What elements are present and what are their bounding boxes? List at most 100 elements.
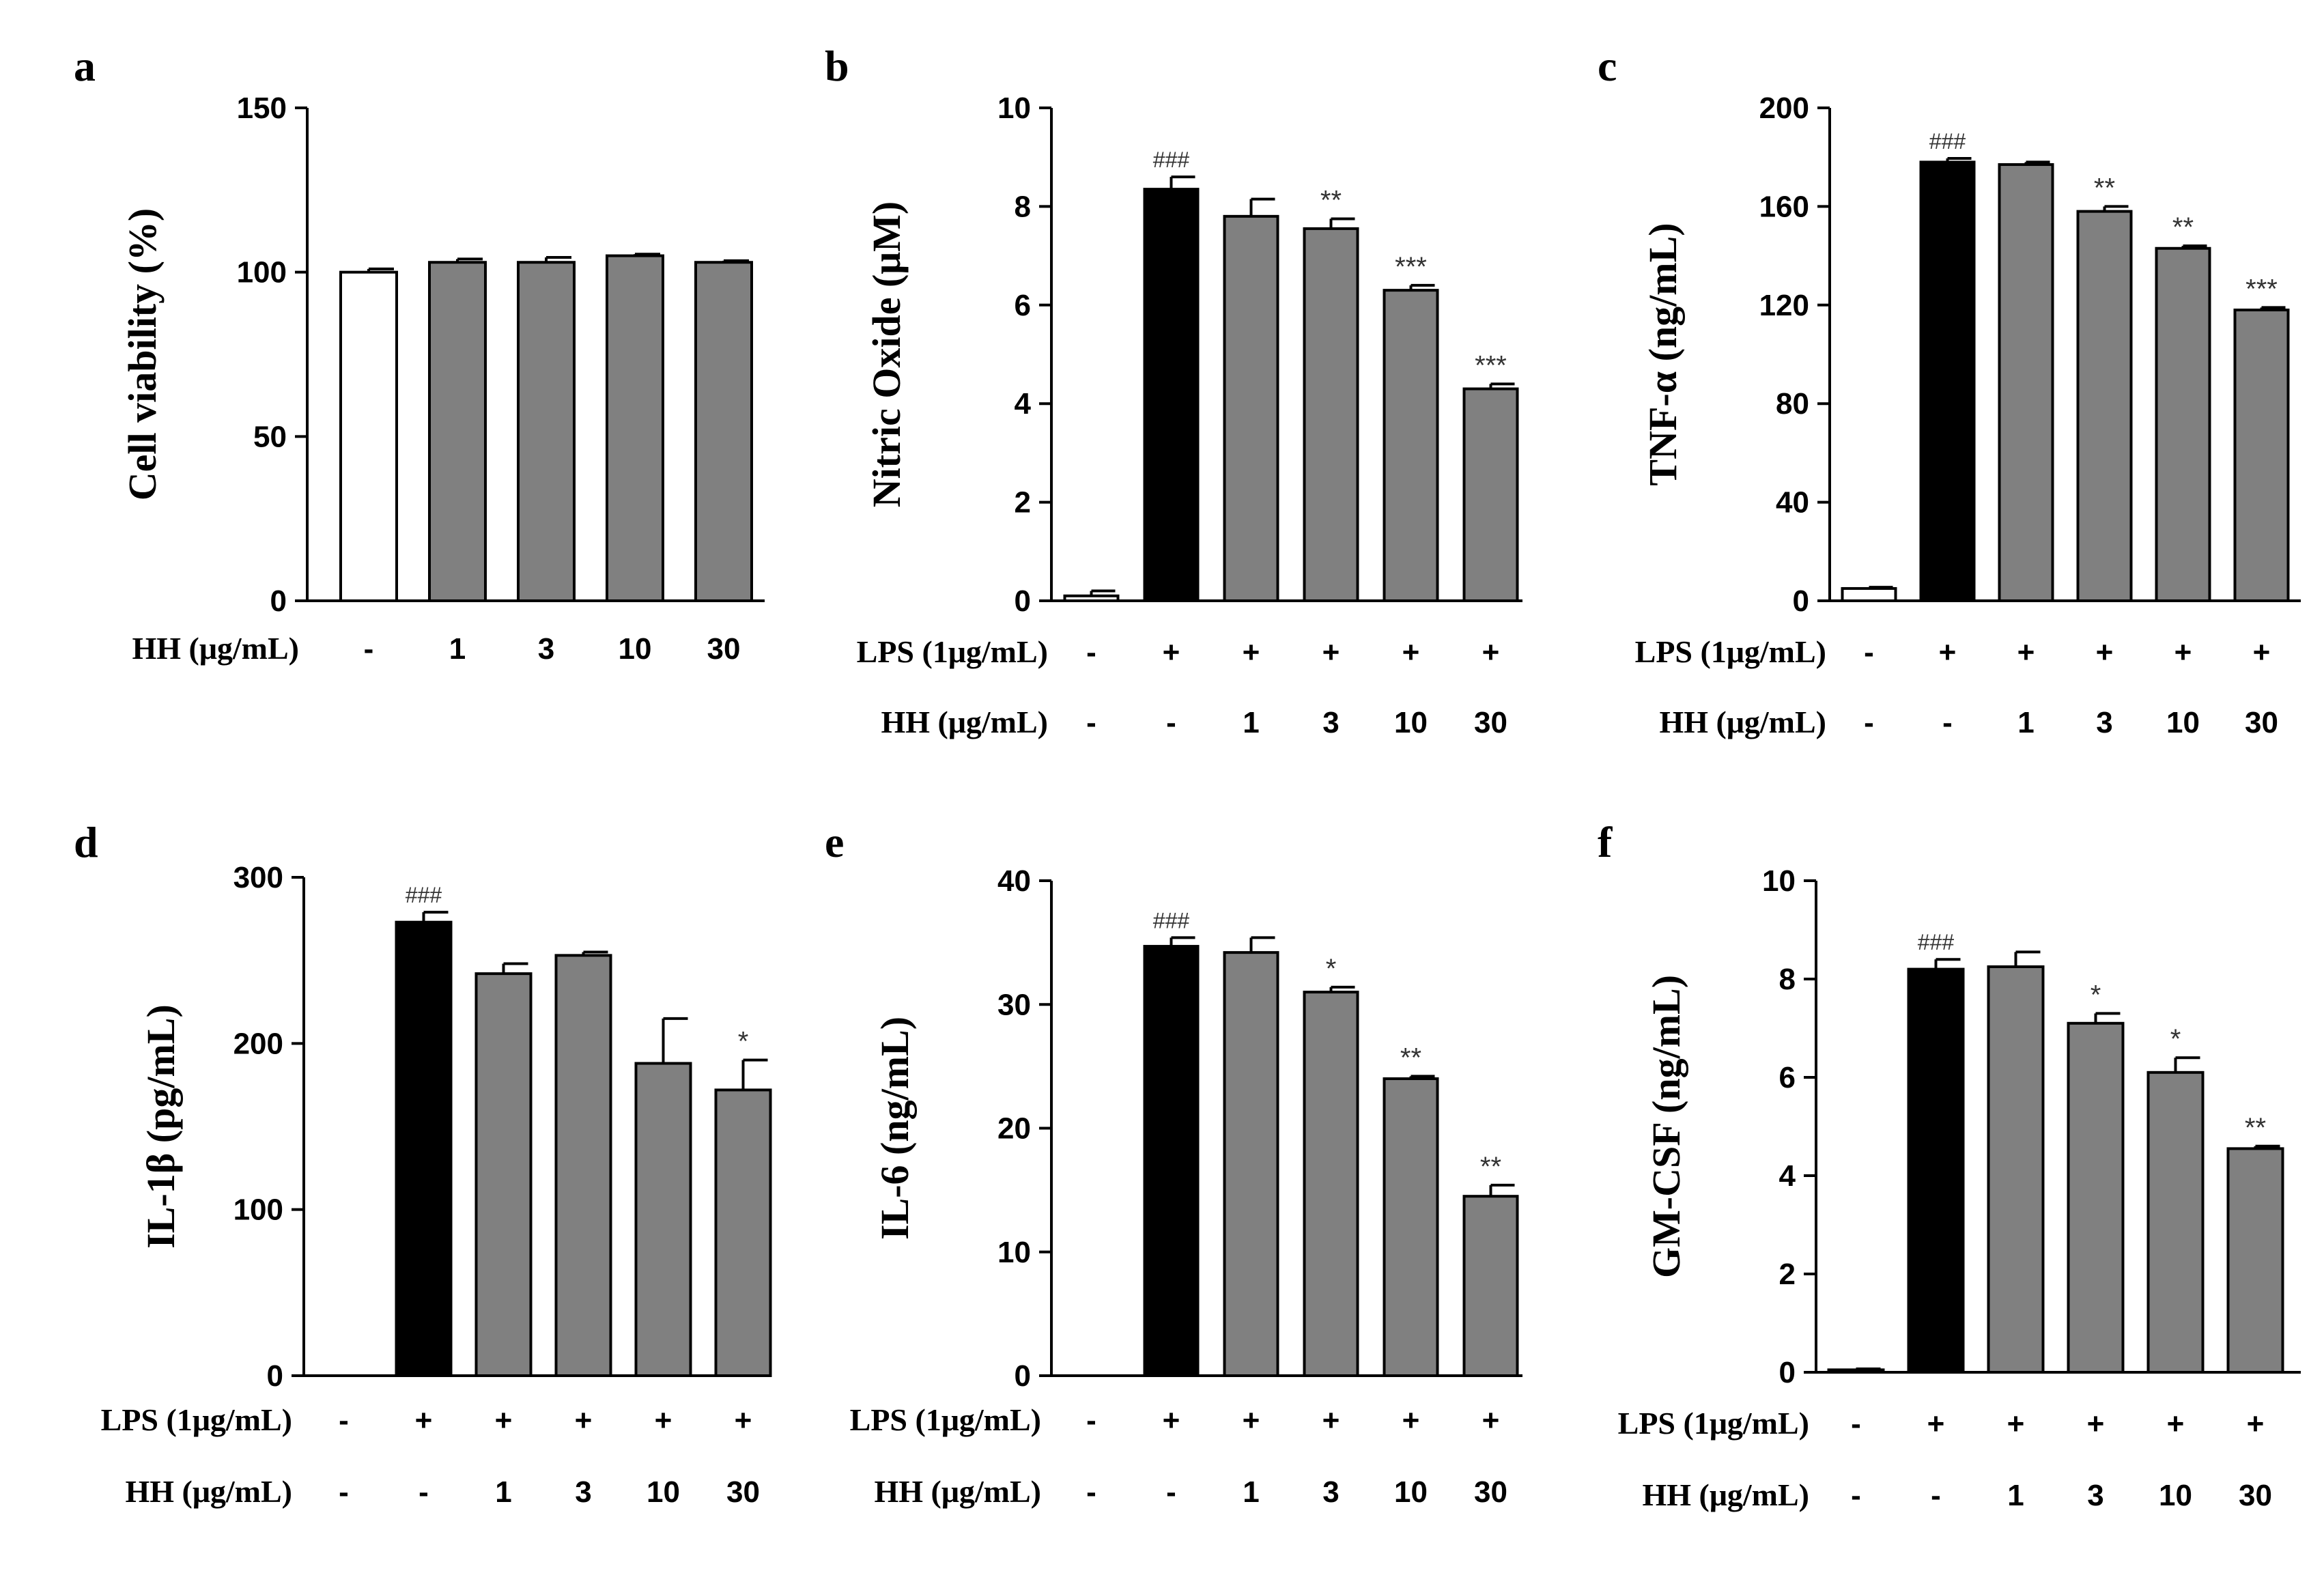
condition-value: - <box>339 1475 349 1509</box>
condition-value: 3 <box>2087 1479 2103 1512</box>
condition-value: 30 <box>2239 1479 2272 1512</box>
significance-label: ### <box>406 883 442 907</box>
condition-row-label: LPS (1μg/mL) <box>1618 1406 1809 1441</box>
y-tick-label: 30 <box>997 988 1031 1021</box>
condition-value: + <box>575 1404 593 1437</box>
significance-label: *** <box>1395 252 1427 282</box>
bar <box>2076 210 2133 602</box>
bar <box>2155 246 2211 602</box>
significance-label: ### <box>1153 147 1190 172</box>
significance-label: ** <box>1480 1152 1501 1182</box>
y-tick-label: 0 <box>1779 1356 1796 1389</box>
condition-value: + <box>1939 636 1957 669</box>
condition-value: 1 <box>1243 706 1259 739</box>
condition-value: + <box>1243 636 1260 669</box>
bar <box>1143 188 1200 602</box>
significance-label: * <box>2091 980 2101 1010</box>
significance-label: ### <box>1929 129 1966 154</box>
y-axis-label: Nitric Oxide (μM) <box>864 201 909 507</box>
bar <box>1223 214 1279 602</box>
condition-row-label: LPS (1μg/mL) <box>101 1402 292 1437</box>
condition-value: - <box>1851 1479 1861 1512</box>
condition-value: 1 <box>495 1475 511 1509</box>
condition-value: + <box>2174 636 2192 669</box>
condition-value: 1 <box>1243 1475 1259 1509</box>
condition-value: + <box>1322 636 1340 669</box>
significance-label: ### <box>1918 930 1955 954</box>
significance-label: ### <box>1153 908 1190 933</box>
significance-label: * <box>1326 954 1337 984</box>
condition-value: 10 <box>619 632 652 666</box>
y-tick-label: 20 <box>997 1112 1031 1146</box>
panel-letter: c <box>1598 42 1617 90</box>
y-tick-label: 0 <box>267 1359 283 1393</box>
condition-row-label: HH (μg/mL) <box>1642 1477 1809 1512</box>
condition-value: 30 <box>707 632 741 666</box>
y-tick-label: 40 <box>997 864 1031 898</box>
bar <box>428 261 487 602</box>
condition-value: 1 <box>2017 706 2034 739</box>
condition-value: 10 <box>647 1475 680 1509</box>
condition-value: 10 <box>1394 706 1428 739</box>
condition-value: + <box>2007 1407 2025 1441</box>
bar <box>1462 1195 1519 1377</box>
condition-value: + <box>1402 636 1420 669</box>
condition-value: - <box>1086 706 1096 739</box>
condition-row-label: HH (μg/mL) <box>881 705 1048 739</box>
panel-letter: e <box>825 818 844 866</box>
bar <box>2067 1021 2125 1374</box>
y-tick-label: 2 <box>1015 486 1031 520</box>
panel-letter: b <box>825 42 849 90</box>
significance-label: *** <box>1475 350 1507 380</box>
bar <box>1383 289 1439 602</box>
condition-value: + <box>1322 1404 1340 1437</box>
condition-value: 30 <box>2245 706 2278 739</box>
y-tick-label: 10 <box>1762 864 1796 898</box>
y-tick-label: 10 <box>997 91 1031 125</box>
significance-label: ** <box>2245 1113 2266 1143</box>
y-axis-label: TNF-α (ng/mL) <box>1641 223 1685 485</box>
y-tick-label: 0 <box>1015 1359 1031 1393</box>
y-tick-label: 6 <box>1015 289 1031 322</box>
bar <box>1383 1077 1439 1377</box>
y-tick-label: 8 <box>1779 963 1796 996</box>
condition-row-label: LPS (1μg/mL) <box>1635 634 1826 669</box>
y-tick-label: 150 <box>237 91 287 125</box>
condition-value: 3 <box>1322 1475 1339 1509</box>
bar <box>2226 1147 2284 1374</box>
bar <box>606 254 664 602</box>
condition-value: + <box>2096 636 2114 669</box>
bar <box>1987 965 2045 1374</box>
significance-label: *** <box>2245 274 2278 304</box>
condition-value: 30 <box>726 1475 760 1509</box>
condition-value: + <box>1402 1404 1420 1437</box>
condition-value: + <box>2167 1407 2185 1441</box>
y-tick-label: 200 <box>1759 91 1809 125</box>
condition-value: + <box>2087 1407 2105 1441</box>
y-axis-label: IL-1β (pg/mL) <box>139 1004 183 1249</box>
y-tick-label: 160 <box>1759 190 1809 223</box>
y-axis-label: IL-6 (ng/mL) <box>873 1017 917 1240</box>
bar <box>2146 1071 2205 1374</box>
bar <box>1841 586 1897 603</box>
bar <box>517 261 576 602</box>
chart-panel-a: a 0 50 100 150 Cell viability (%) HH (μg/mL) - 1… <box>74 42 765 666</box>
condition-value: - <box>419 1475 429 1509</box>
condition-value: + <box>1482 636 1500 669</box>
condition-value: - <box>1086 1475 1096 1509</box>
y-tick-label: 80 <box>1776 387 1809 421</box>
condition-value: 3 <box>2096 706 2112 739</box>
y-tick-label: 0 <box>270 584 287 618</box>
condition-value: + <box>735 1404 752 1437</box>
bar <box>1223 951 1279 1377</box>
condition-value: 10 <box>2159 1479 2192 1512</box>
bar <box>1063 594 1120 603</box>
y-tick-label: 8 <box>1015 190 1031 223</box>
condition-value: - <box>1086 636 1096 669</box>
y-tick-label: 120 <box>1759 289 1809 322</box>
condition-value: 10 <box>1394 1475 1428 1509</box>
condition-value: + <box>2247 1407 2265 1441</box>
significance-label: * <box>738 1027 749 1057</box>
condition-value: 1 <box>449 632 466 666</box>
